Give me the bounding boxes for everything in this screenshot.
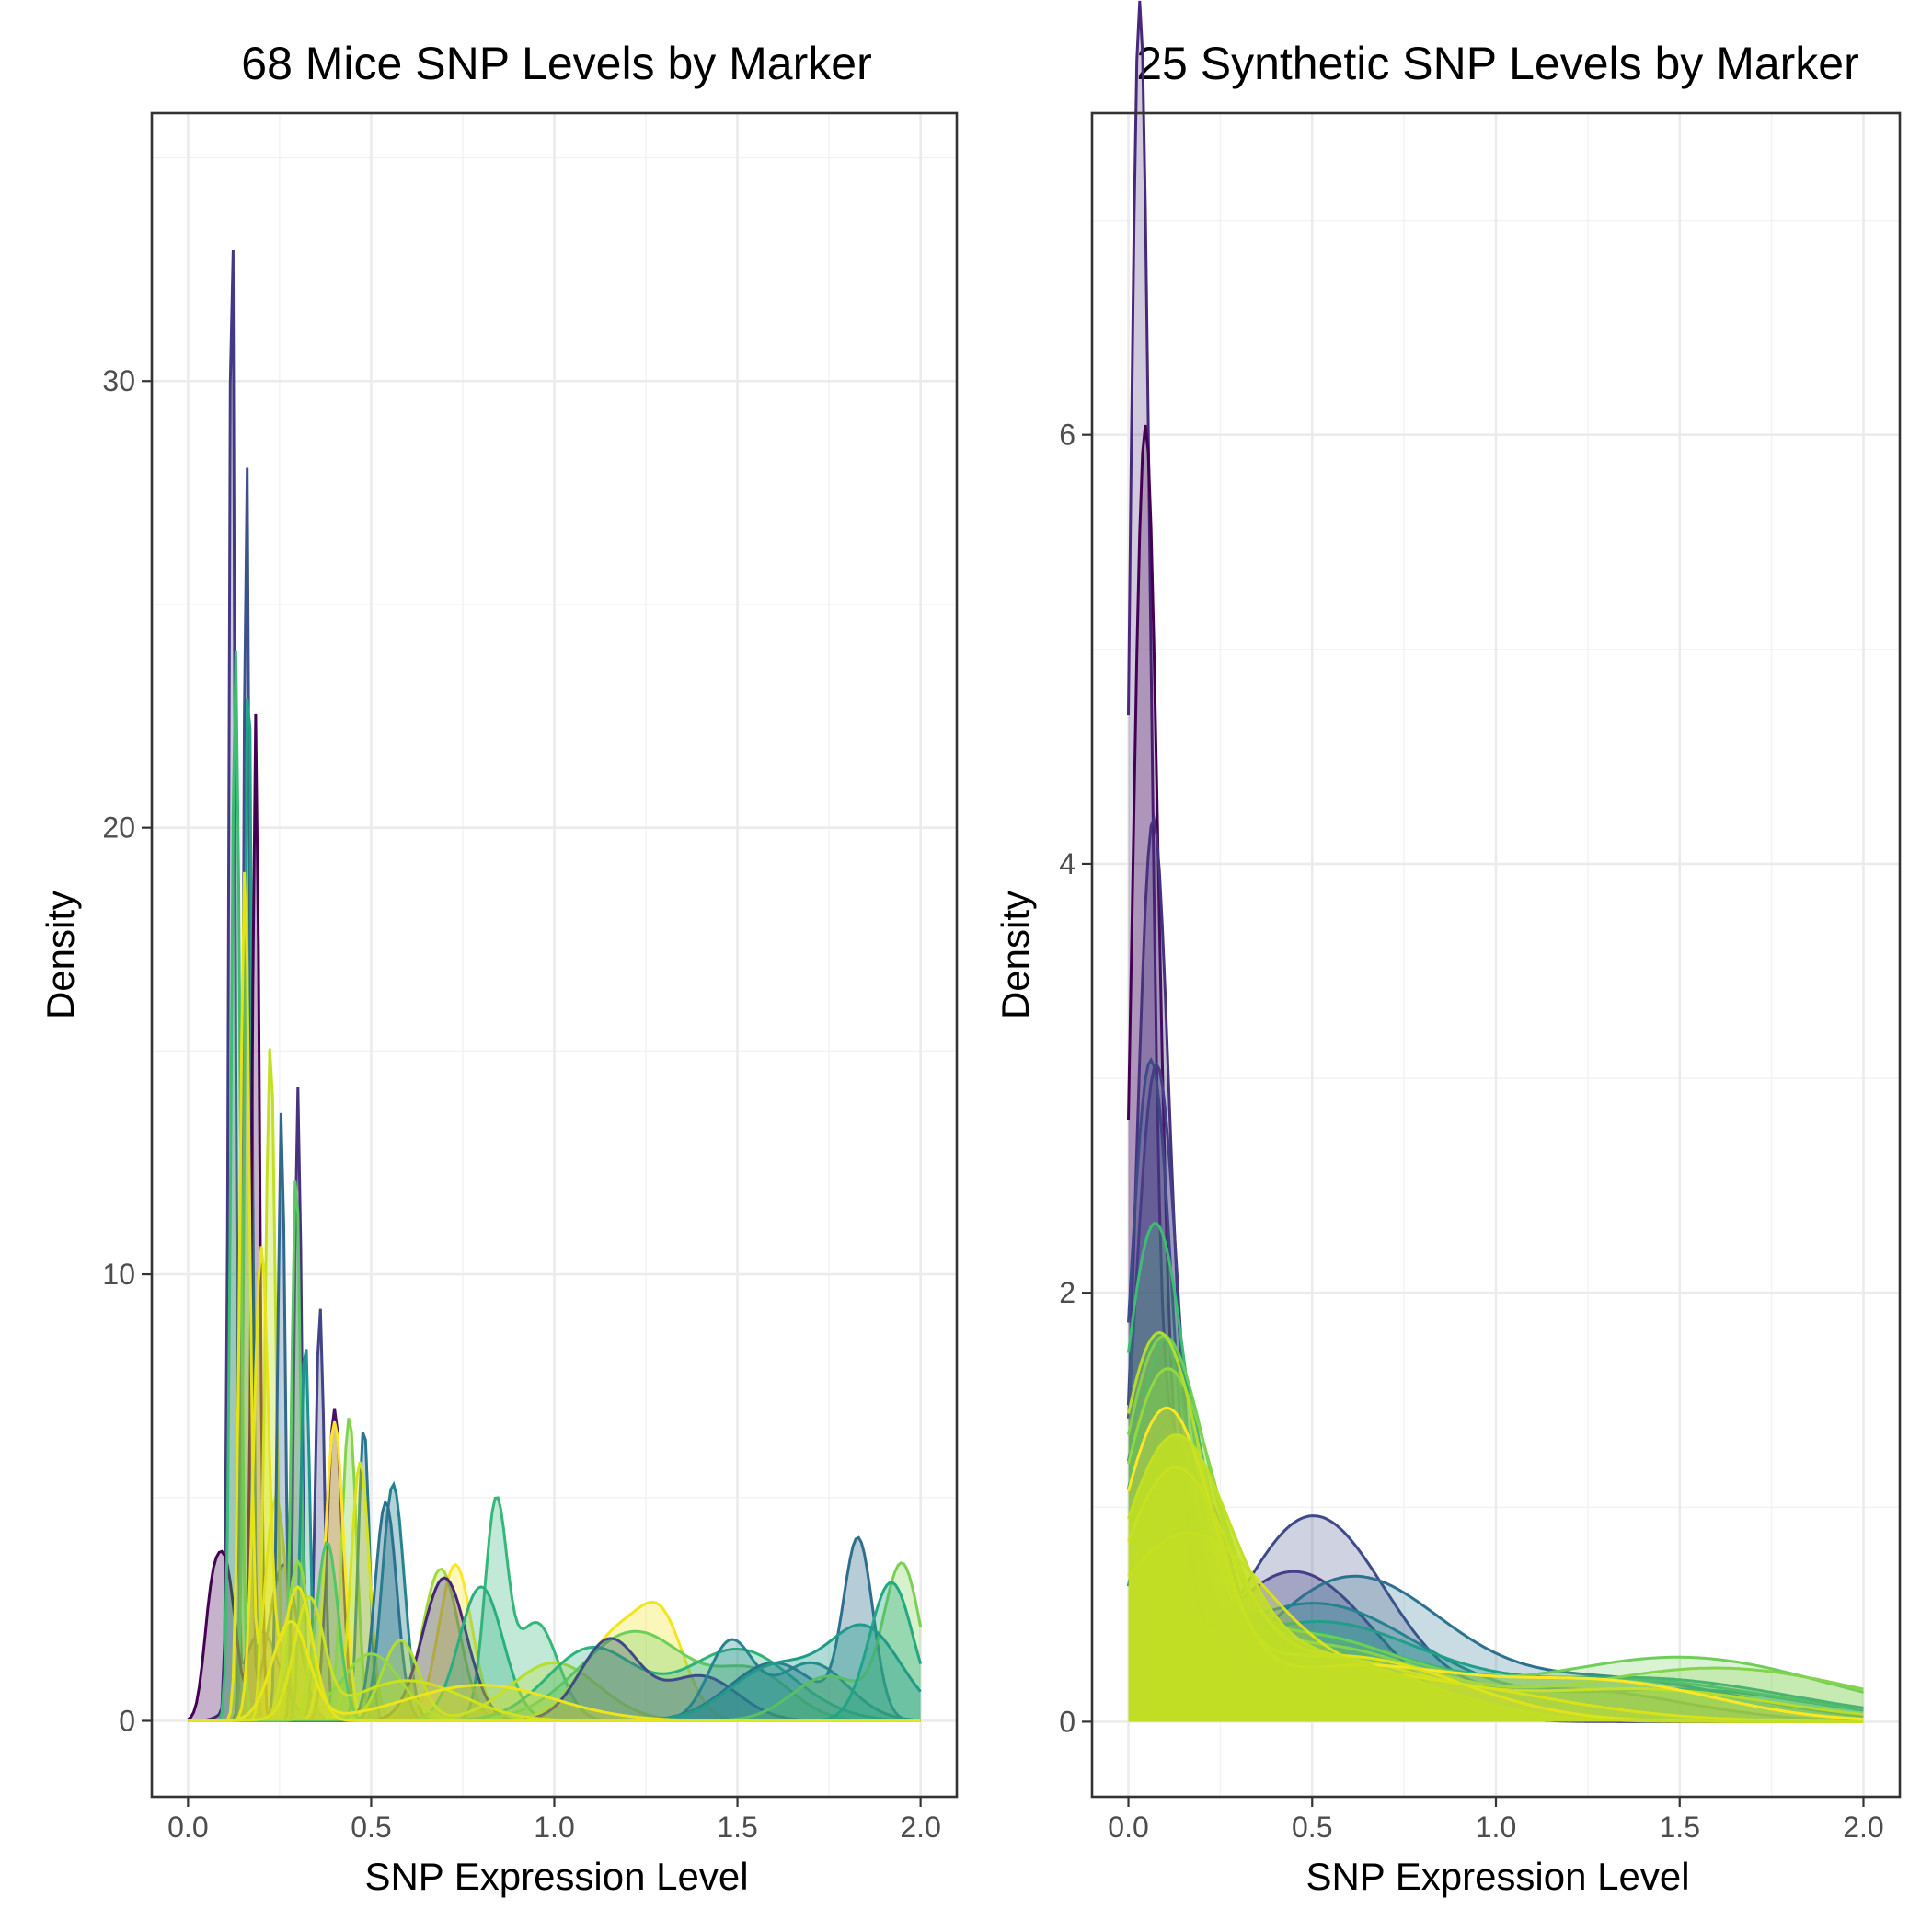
panel-title: 25 Synthetic SNP Levels by Marker bbox=[1136, 38, 1859, 89]
density-area-6 bbox=[188, 871, 921, 1721]
density-line-16 bbox=[1127, 1433, 1864, 1723]
y-axis-label: Density bbox=[994, 891, 1037, 1019]
y-axis-label: Density bbox=[39, 891, 82, 1019]
density-series-group bbox=[1127, 0, 1864, 1723]
density-area-17 bbox=[188, 1462, 921, 1721]
y-tick-label: 4 bbox=[1059, 847, 1075, 880]
density-area-34 bbox=[188, 1561, 921, 1721]
density-series-group bbox=[187, 249, 923, 1722]
x-tick-label: 0.5 bbox=[351, 1811, 391, 1844]
panel-mice: 68 Mice SNP Levels by Marker 0.0 0.5 1.0 1.… bbox=[39, 38, 959, 1898]
density-area-16 bbox=[1128, 1434, 1864, 1722]
x-axis-label: SNP Expression Level bbox=[1305, 1855, 1689, 1898]
x-tick-label: 0.0 bbox=[1108, 1811, 1148, 1844]
density-area-32 bbox=[188, 1582, 921, 1721]
x-tick-label: 1.5 bbox=[717, 1811, 757, 1844]
density-area-29 bbox=[188, 1639, 921, 1721]
x-tick-label: 1.5 bbox=[1660, 1811, 1700, 1844]
x-tick-label: 1.0 bbox=[1476, 1811, 1516, 1844]
x-tick-label: 2.0 bbox=[900, 1811, 940, 1844]
density-area-13 bbox=[188, 1408, 921, 1721]
x-tick-label: 2.0 bbox=[1843, 1811, 1883, 1844]
y-tick-label: 2 bbox=[1059, 1276, 1075, 1309]
y-tick-label: 0 bbox=[119, 1704, 135, 1737]
density-area-7 bbox=[1128, 1333, 1864, 1722]
y-tick-label: 6 bbox=[1059, 419, 1075, 452]
density-area-4 bbox=[1128, 1060, 1864, 1722]
x-tick-label: 1.0 bbox=[534, 1811, 574, 1844]
density-area-26 bbox=[188, 1631, 921, 1721]
x-tick-label: 0.0 bbox=[167, 1811, 208, 1844]
density-area-9 bbox=[1128, 1338, 1864, 1722]
x-axis-label: SNP Expression Level bbox=[364, 1855, 748, 1898]
density-area-37 bbox=[188, 1621, 921, 1721]
y-tick-label: 0 bbox=[1059, 1705, 1075, 1738]
density-area-7 bbox=[188, 1048, 921, 1721]
axes: 0.0 0.5 1.0 1.5 2.0 0 10 20 30 bbox=[102, 364, 940, 1844]
density-area-35 bbox=[188, 1543, 921, 1721]
density-area-27 bbox=[188, 1647, 921, 1721]
density-area-31 bbox=[188, 1562, 921, 1721]
panel-title: 68 Mice SNP Levels by Marker bbox=[241, 38, 871, 89]
density-area-15 bbox=[188, 1432, 921, 1721]
density-area-38 bbox=[188, 1246, 921, 1721]
density-area-28 bbox=[188, 1638, 921, 1721]
density-area-19 bbox=[188, 1501, 921, 1721]
y-tick-label: 20 bbox=[102, 811, 135, 845]
panel-synthetic: 25 Synthetic SNP Levels by Marker 0.0 0.5… bbox=[994, 0, 1902, 1898]
x-tick-label: 0.5 bbox=[1292, 1811, 1332, 1844]
y-tick-label: 30 bbox=[102, 364, 135, 397]
axes: 0.0 0.5 1.0 1.5 2.0 0 2 4 6 bbox=[1059, 419, 1884, 1844]
density-area-33 bbox=[188, 1625, 921, 1721]
density-area-20 bbox=[188, 1498, 921, 1721]
y-tick-label: 10 bbox=[102, 1258, 135, 1291]
density-line-38 bbox=[188, 1246, 921, 1722]
